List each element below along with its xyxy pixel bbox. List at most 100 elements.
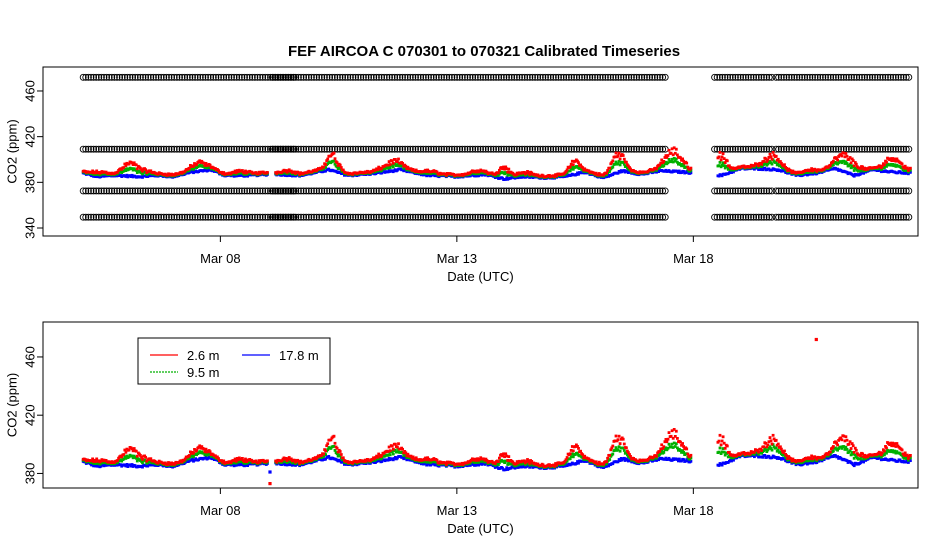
data-point: [861, 165, 864, 169]
standard-point: [729, 187, 737, 195]
data-point: [333, 162, 337, 166]
data-point: [388, 453, 392, 457]
standard-point: [801, 187, 809, 195]
standard-point: [536, 187, 544, 195]
standard-point: [458, 187, 466, 195]
standard-point: [881, 145, 889, 153]
standard-point: [661, 213, 669, 221]
standard-point: [152, 145, 160, 153]
standard-point: [760, 145, 768, 153]
standard-point: [367, 187, 375, 195]
data-point: [232, 464, 236, 468]
standard-point: [326, 213, 334, 221]
standard-point: [627, 213, 635, 221]
standard-point: [466, 187, 474, 195]
standard-point: [149, 145, 157, 153]
standard-point: [241, 213, 248, 221]
data-point: [766, 158, 770, 162]
standard-point: [526, 187, 534, 195]
data-point: [774, 154, 778, 158]
standard-point: [638, 187, 646, 195]
standard-point: [827, 213, 835, 221]
standard-point: [819, 145, 827, 153]
standard-point: [217, 73, 225, 81]
standard-point: [790, 187, 798, 195]
standard-point: [780, 73, 788, 81]
standard-point: [653, 213, 661, 221]
standard-point: [359, 145, 367, 153]
data-point: [769, 447, 773, 450]
standard-point: [139, 145, 147, 153]
standard-point: [287, 145, 295, 153]
data-point: [605, 464, 608, 468]
data-point: [234, 171, 238, 175]
data-point: [516, 466, 520, 469]
standard-point: [248, 145, 256, 153]
data-point: [811, 169, 814, 173]
standard-point: [453, 145, 461, 153]
standard-point: [604, 73, 612, 81]
data-point: [501, 167, 504, 170]
standard-point: [552, 73, 560, 81]
standard-point: [729, 73, 737, 81]
standard-point: [783, 187, 790, 195]
standard-point: [417, 145, 425, 153]
data-point: [674, 147, 678, 151]
standard-point: [752, 213, 760, 221]
data-point: [125, 454, 129, 458]
data-point: [613, 162, 617, 166]
standard-point: [638, 213, 646, 221]
standard-point: [445, 213, 453, 221]
standard-point: [755, 213, 763, 221]
data-point: [853, 161, 857, 164]
standard-point: [271, 213, 279, 221]
standard-point: [199, 145, 207, 153]
standard-point: [375, 145, 383, 153]
standard-point: [575, 213, 583, 221]
standard-point: [902, 145, 910, 153]
standard-point: [453, 187, 461, 195]
standard-point: [281, 73, 289, 81]
standard-point: [490, 73, 497, 81]
standard-point: [409, 73, 417, 81]
standard-point: [399, 73, 406, 81]
data-point: [203, 164, 207, 167]
standard-point: [412, 187, 419, 195]
standard-point: [757, 213, 765, 221]
standard-point: [315, 145, 323, 153]
standard-point: [643, 73, 651, 81]
standard-point: [646, 187, 654, 195]
standard-point: [570, 145, 578, 153]
standard-point: [755, 145, 763, 153]
standard-point: [443, 73, 451, 81]
standard-point: [760, 213, 768, 221]
standard-point: [474, 145, 482, 153]
data-point: [187, 456, 191, 460]
data-point: [828, 163, 832, 167]
data-point: [236, 170, 240, 174]
standard-point: [181, 73, 189, 81]
standard-point: [724, 213, 732, 221]
standard-point: [103, 213, 111, 221]
standard-point: [790, 73, 798, 81]
standard-point: [729, 145, 737, 153]
data-point: [280, 463, 284, 466]
standard-point: [399, 145, 406, 153]
standard-point: [300, 213, 308, 221]
standard-point: [775, 213, 783, 221]
standard-point: [469, 187, 477, 195]
standard-point: [222, 145, 230, 153]
standard-point: [783, 213, 790, 221]
standard-point: [331, 73, 339, 81]
data-point: [94, 462, 98, 465]
data-point: [99, 464, 103, 468]
standard-point: [318, 73, 326, 81]
standard-point: [103, 73, 111, 81]
standard-point: [220, 73, 228, 81]
standard-point: [482, 187, 490, 195]
standard-point: [866, 73, 874, 81]
standard-point: [633, 187, 641, 195]
standard-point: [238, 213, 246, 221]
standard-point: [386, 73, 393, 81]
standard-point: [233, 73, 241, 81]
